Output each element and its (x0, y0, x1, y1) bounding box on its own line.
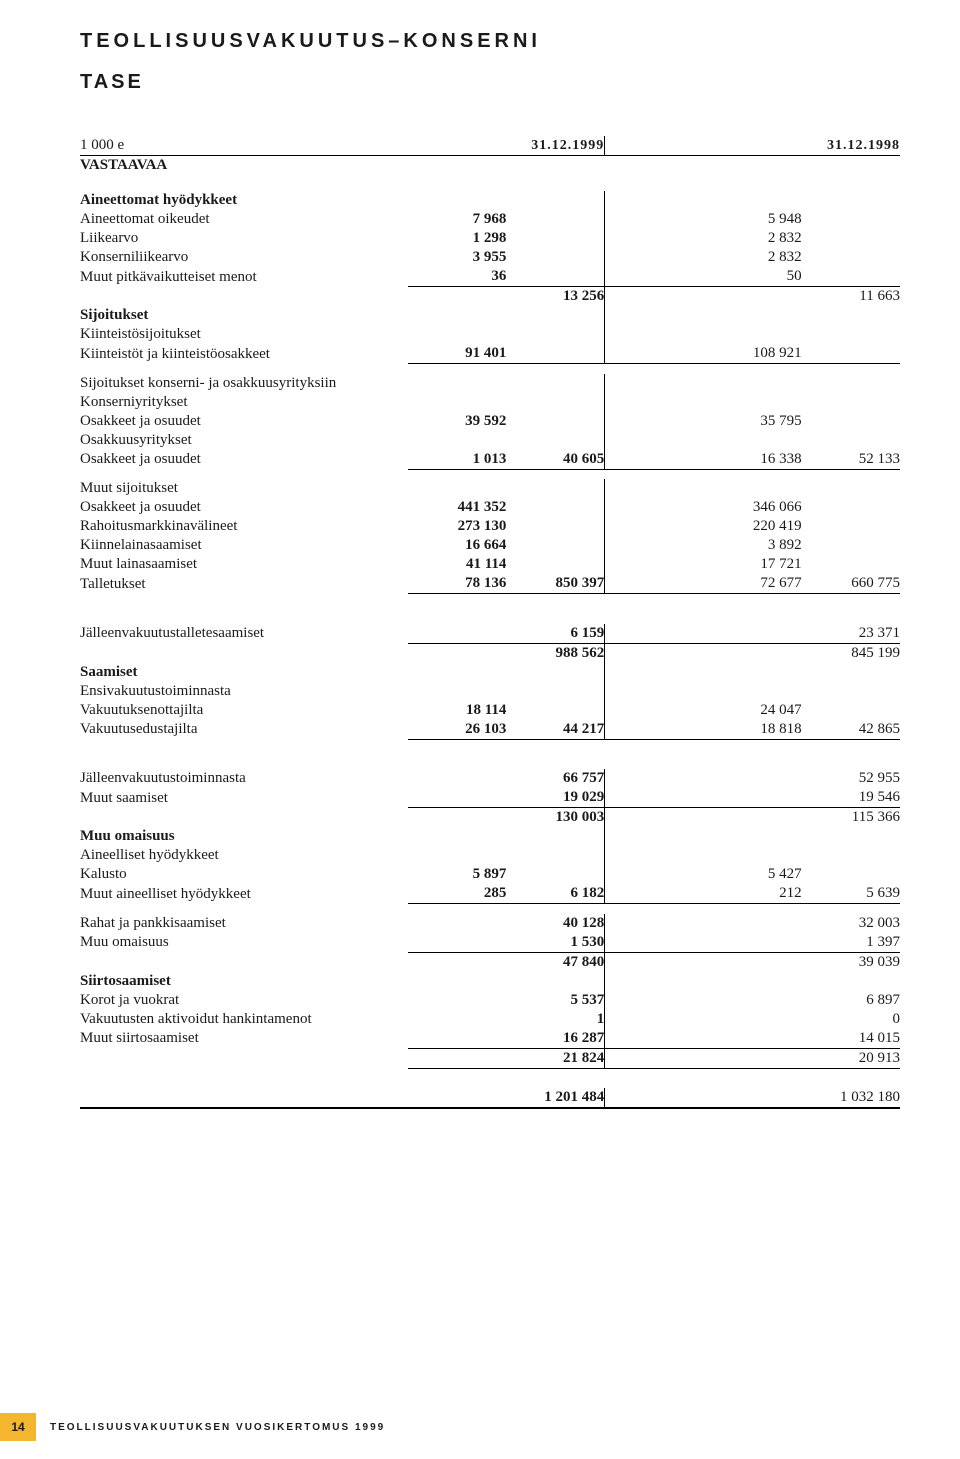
table-row: Muut siirtosaamiset 16 287 14 015 (80, 1029, 900, 1049)
aineettomat-total: 13 256 11 663 (80, 287, 900, 307)
doc-subtitle: TASE (80, 71, 900, 94)
kiinteisto-title: Kiinteistösijoitukset (80, 325, 408, 344)
table-row: Jälleenvakuutustoiminnasta 66 757 52 955 (80, 769, 900, 788)
table-row: Kiinteistöt ja kiinteistöosakkeet 91 401… (80, 344, 900, 364)
page: TEOLLISUUSVAKUUTUS–KONSERNI TASE 1 000 e… (0, 0, 960, 1459)
muut-sij-title: Muut sijoitukset (80, 479, 408, 498)
table-row: Kalusto 5 897 5 427 (80, 865, 900, 884)
konserni-title: Sijoitukset konserni- ja osakkuusyrityks… (80, 374, 408, 393)
table-row: Muut pitkävaikutteiset menot 36 50 (80, 267, 900, 287)
period-1998: 31.12.1998 (827, 138, 900, 153)
aineettomat-title: Aineettomat hyödykkeet (80, 191, 408, 210)
balance-sheet-table: 1 000 e 31.12.1999 31.12.1998 VASTAAVAA … (80, 136, 900, 1109)
table-row: Osakkeet ja osuudet 39 592 35 795 (80, 412, 900, 431)
grand-total-row: 1 201 484 1 032 180 (80, 1088, 900, 1108)
table-row: Muut lainasaamiset 41 114 17 721 (80, 555, 900, 574)
table-row: Vakuutusedustajilta 26 103 44 217 18 818… (80, 720, 900, 740)
table-row: Rahat ja pankkisaamiset 40 128 32 003 (80, 914, 900, 933)
siirtosaamiset-title: Siirtosaamiset (80, 972, 408, 991)
table-row: Korot ja vuokrat 5 537 6 897 (80, 991, 900, 1010)
page-number: 14 (0, 1413, 36, 1441)
table-row: Talletukset 78 136 850 397 72 677 660 77… (80, 574, 900, 594)
table-row: Konserniliikearvo 3 955 2 832 (80, 248, 900, 267)
saamiset-title: Saamiset (80, 663, 408, 682)
unit-label: 1 000 e (80, 137, 124, 153)
jv-tallete-row: Jälleenvakuutustalletesaamiset 6 159 23 … (80, 624, 900, 644)
saamiset-total: 130 003 115 366 (80, 808, 900, 828)
table-row: Muut aineelliset hyödykkeet 285 6 182 21… (80, 884, 900, 904)
period-1999: 31.12.1999 (531, 138, 604, 153)
muu-omaisuus-total: 47 840 39 039 (80, 952, 900, 972)
ensi-title: Ensivakuutustoiminnasta (80, 682, 408, 701)
doc-title: TEOLLISUUSVAKUUTUS–KONSERNI (80, 30, 900, 53)
table-row: Muut saamiset 19 029 19 546 (80, 788, 900, 808)
aineelliset-title: Aineelliset hyödykkeet (80, 846, 408, 865)
period-header-row: 1 000 e 31.12.1999 31.12.1998 (80, 136, 900, 156)
table-row: Liikearvo 1 298 2 832 (80, 229, 900, 248)
sijoitukset-total: 988 562 845 199 (80, 643, 900, 663)
table-row: Aineettomat oikeudet 7 968 5 948 (80, 210, 900, 229)
table-row: Osakkeet ja osuudet 441 352 346 066 (80, 498, 900, 517)
osakkuus-title: Osakkuusyritykset (80, 431, 408, 450)
table-row: Rahoitusmarkkinavälineet 273 130 220 419 (80, 517, 900, 536)
table-row: Vakuutuksenottajilta 18 114 24 047 (80, 701, 900, 720)
table-row: Vakuutusten aktivoidut hankintamenot 1 0 (80, 1010, 900, 1029)
table-row: Kiinnelainasaamiset 16 664 3 892 (80, 536, 900, 555)
muu-omaisuus-title: Muu omaisuus (80, 827, 408, 846)
siirtosaamiset-total: 21 824 20 913 (80, 1048, 900, 1068)
section-vastaavaa: VASTAAVAA (80, 156, 900, 176)
footer-text: TEOLLISUUSVAKUUTUKSEN VUOSIKERTOMUS 1999 (50, 1422, 385, 1433)
konserniyritykset: Konserniyritykset (80, 393, 408, 412)
table-row: Osakkeet ja osuudet 1 013 40 605 16 338 … (80, 450, 900, 470)
sijoitukset-title: Sijoitukset (80, 306, 408, 325)
footer: 14 TEOLLISUUSVAKUUTUKSEN VUOSIKERTOMUS 1… (0, 1413, 385, 1441)
table-row: Muu omaisuus 1 530 1 397 (80, 933, 900, 953)
